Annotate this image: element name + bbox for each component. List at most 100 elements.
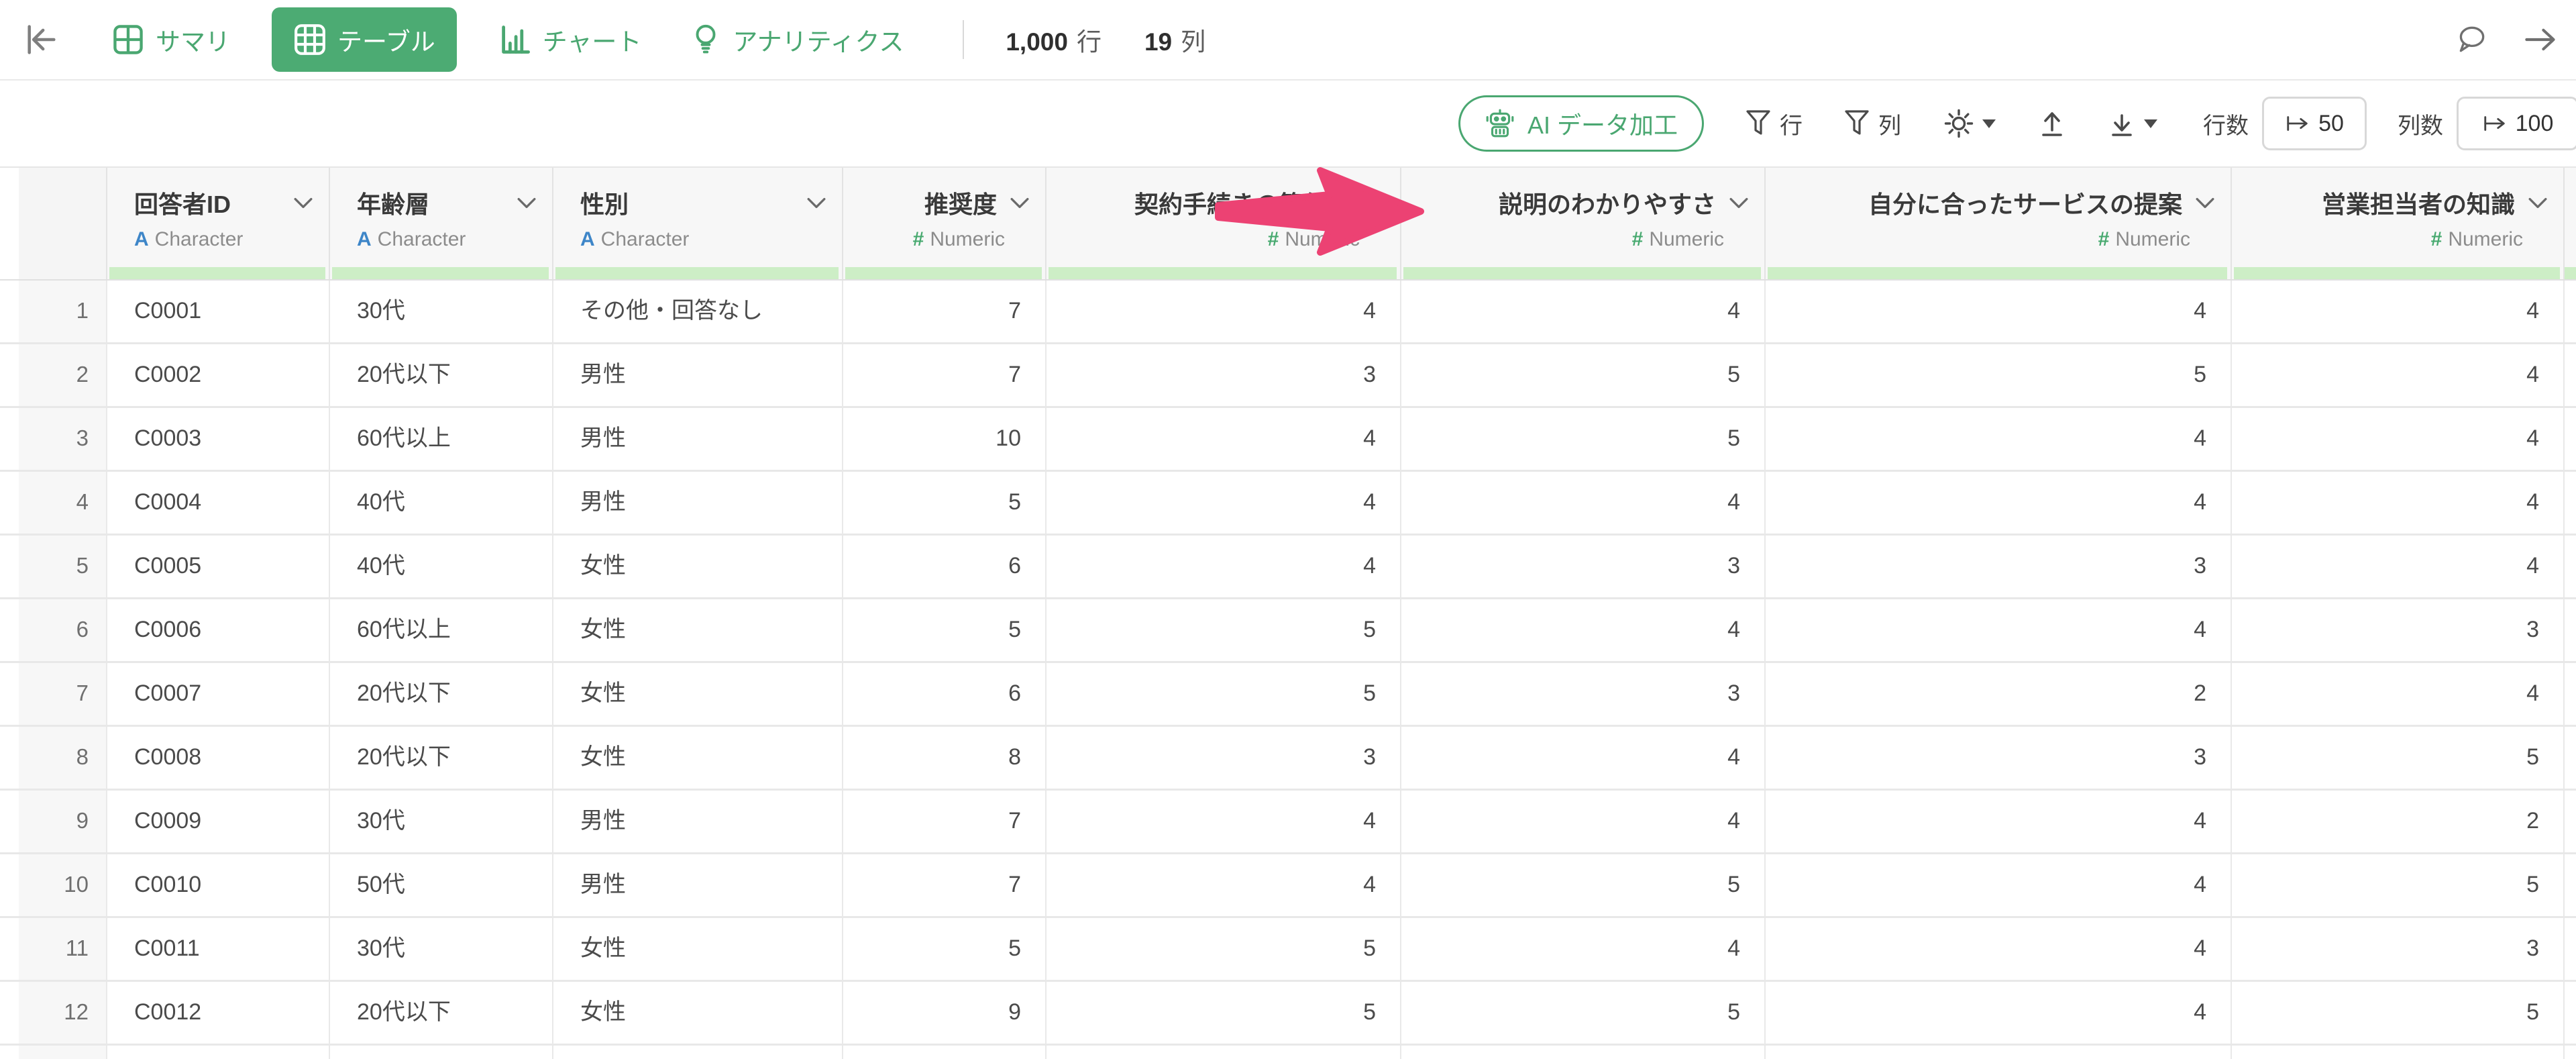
data-cell[interactable]: 3 — [1401, 663, 1766, 725]
filter-rows-button[interactable]: 行 — [1741, 107, 1807, 141]
data-cell[interactable]: C0002 — [107, 344, 330, 406]
data-cell[interactable]: 女性 — [553, 918, 843, 980]
data-cell[interactable]: 5 — [1401, 408, 1766, 470]
data-cell[interactable]: 4 — [1766, 599, 2232, 661]
data-cell[interactable]: 4 — [1401, 791, 1766, 852]
data-cell[interactable]: 2 — [2232, 791, 2565, 852]
chevron-down-icon[interactable] — [807, 197, 826, 209]
data-cell[interactable]: 4 — [1046, 854, 1401, 916]
data-cell[interactable]: 4 — [1046, 281, 1401, 342]
row-number-cell[interactable]: 1 — [19, 281, 107, 342]
row-number-cell[interactable]: 9 — [19, 791, 107, 852]
data-cell[interactable]: 5 — [2232, 982, 2565, 1044]
data-cell[interactable]: 5 — [1046, 982, 1401, 1044]
data-cell[interactable]: C0009 — [107, 791, 330, 852]
data-cell[interactable]: 3 — [1046, 344, 1401, 406]
data-cell[interactable]: 4 — [1401, 472, 1766, 534]
row-number-cell[interactable]: 8 — [19, 727, 107, 789]
data-cell[interactable]: C0012 — [107, 982, 330, 1044]
chevron-down-icon[interactable] — [1365, 197, 1384, 209]
data-cell[interactable]: 4 — [1766, 472, 2232, 534]
data-cell[interactable]: 7 — [843, 854, 1046, 916]
data-cell[interactable]: 女性 — [553, 599, 843, 661]
data-cell[interactable]: 5 — [1766, 344, 2232, 406]
chevron-down-icon[interactable] — [2528, 197, 2547, 209]
data-cell[interactable]: 男性 — [553, 791, 843, 852]
data-cell[interactable]: 20代以下 — [330, 663, 553, 725]
data-cell[interactable]: 4 — [2232, 663, 2565, 725]
data-cell[interactable]: 男性 — [553, 344, 843, 406]
chevron-down-icon[interactable] — [2196, 197, 2214, 209]
row-number-cell[interactable]: 12 — [19, 982, 107, 1044]
data-cell[interactable]: 4 — [2232, 344, 2565, 406]
data-cell[interactable]: 5 — [1046, 663, 1401, 725]
data-cell[interactable]: 5 — [2232, 854, 2565, 916]
data-cell[interactable]: C0003 — [107, 408, 330, 470]
data-cell[interactable]: 20代以下 — [330, 982, 553, 1044]
tab-table[interactable]: テーブル — [272, 7, 457, 72]
column-header[interactable]: 契約手続きの簡便さ # Numeric — [1046, 168, 1401, 279]
column-header[interactable]: 性別 A Character — [553, 168, 843, 279]
data-cell[interactable]: 女性 — [553, 536, 843, 597]
data-cell[interactable]: 3 — [2232, 918, 2565, 980]
tab-summary[interactable]: サマリ — [105, 7, 237, 72]
download-button[interactable] — [2104, 108, 2161, 139]
data-cell[interactable]: C0006 — [107, 599, 330, 661]
data-cell[interactable]: 4 — [1766, 918, 2232, 980]
row-number-cell[interactable]: 4 — [19, 472, 107, 534]
data-cell[interactable]: 20代以下 — [330, 727, 553, 789]
data-cell[interactable]: 4 — [2232, 536, 2565, 597]
upload-button[interactable] — [2035, 108, 2070, 139]
column-header[interactable]: 説明のわかりやすさ # Numeric — [1401, 168, 1766, 279]
row-number-cell[interactable]: 6 — [19, 599, 107, 661]
data-cell[interactable]: 2 — [1766, 663, 2232, 725]
row-number-cell[interactable]: 7 — [19, 663, 107, 725]
data-cell[interactable]: 4 — [1401, 281, 1766, 342]
data-cell[interactable]: 4 — [1401, 599, 1766, 661]
row-number-cell[interactable]: 10 — [19, 854, 107, 916]
data-cell[interactable]: 3 — [1766, 536, 2232, 597]
data-cell[interactable]: 3 — [1046, 727, 1401, 789]
data-cell[interactable]: 女性 — [553, 663, 843, 725]
data-cell[interactable]: 4 — [1401, 918, 1766, 980]
data-cell[interactable]: 30代 — [330, 281, 553, 342]
data-cell[interactable]: 5 — [843, 472, 1046, 534]
comment-icon[interactable] — [2454, 23, 2489, 56]
data-cell[interactable]: 4 — [1046, 472, 1401, 534]
data-cell[interactable]: 4 — [1766, 982, 2232, 1044]
data-cell[interactable]: C0001 — [107, 281, 330, 342]
rows-per-page-input[interactable]: 50 — [2262, 97, 2367, 150]
column-header[interactable]: 自分に合ったサービスの提案 # Numeric — [1766, 168, 2232, 279]
data-cell[interactable]: 4 — [1766, 791, 2232, 852]
data-cell[interactable]: 3 — [1766, 727, 2232, 789]
data-cell[interactable]: 60代以上 — [330, 408, 553, 470]
data-cell[interactable]: 5 — [843, 599, 1046, 661]
chevron-down-icon[interactable] — [294, 197, 313, 209]
data-cell[interactable]: 5 — [1046, 599, 1401, 661]
chevron-down-icon[interactable] — [517, 197, 536, 209]
data-cell[interactable]: 5 — [1401, 982, 1766, 1044]
data-cell[interactable]: C0007 — [107, 663, 330, 725]
data-cell[interactable]: 4 — [1401, 727, 1766, 789]
data-cell[interactable]: その他・回答なし — [553, 281, 843, 342]
data-cell[interactable]: 50代 — [330, 854, 553, 916]
data-cell[interactable]: 5 — [1046, 918, 1401, 980]
data-cell[interactable]: C0008 — [107, 727, 330, 789]
data-cell[interactable]: 6 — [843, 663, 1046, 725]
data-cell[interactable]: 女性 — [553, 982, 843, 1044]
data-cell[interactable]: 4 — [1046, 408, 1401, 470]
data-cell[interactable]: 10 — [843, 408, 1046, 470]
row-number-cell[interactable]: 2 — [19, 344, 107, 406]
data-cell[interactable]: 4 — [1046, 536, 1401, 597]
data-cell[interactable]: 8 — [843, 727, 1046, 789]
row-number-cell[interactable]: 5 — [19, 536, 107, 597]
data-cell[interactable]: 5 — [2232, 727, 2565, 789]
data-cell[interactable]: 5 — [1401, 854, 1766, 916]
row-number-cell[interactable]: 11 — [19, 918, 107, 980]
data-cell[interactable]: 3 — [1401, 536, 1766, 597]
data-cell[interactable]: 9 — [843, 982, 1046, 1044]
data-cell[interactable]: 30代 — [330, 791, 553, 852]
tab-chart[interactable]: チャート — [492, 7, 649, 72]
data-cell[interactable]: 4 — [2232, 472, 2565, 534]
data-cell[interactable]: 男性 — [553, 854, 843, 916]
